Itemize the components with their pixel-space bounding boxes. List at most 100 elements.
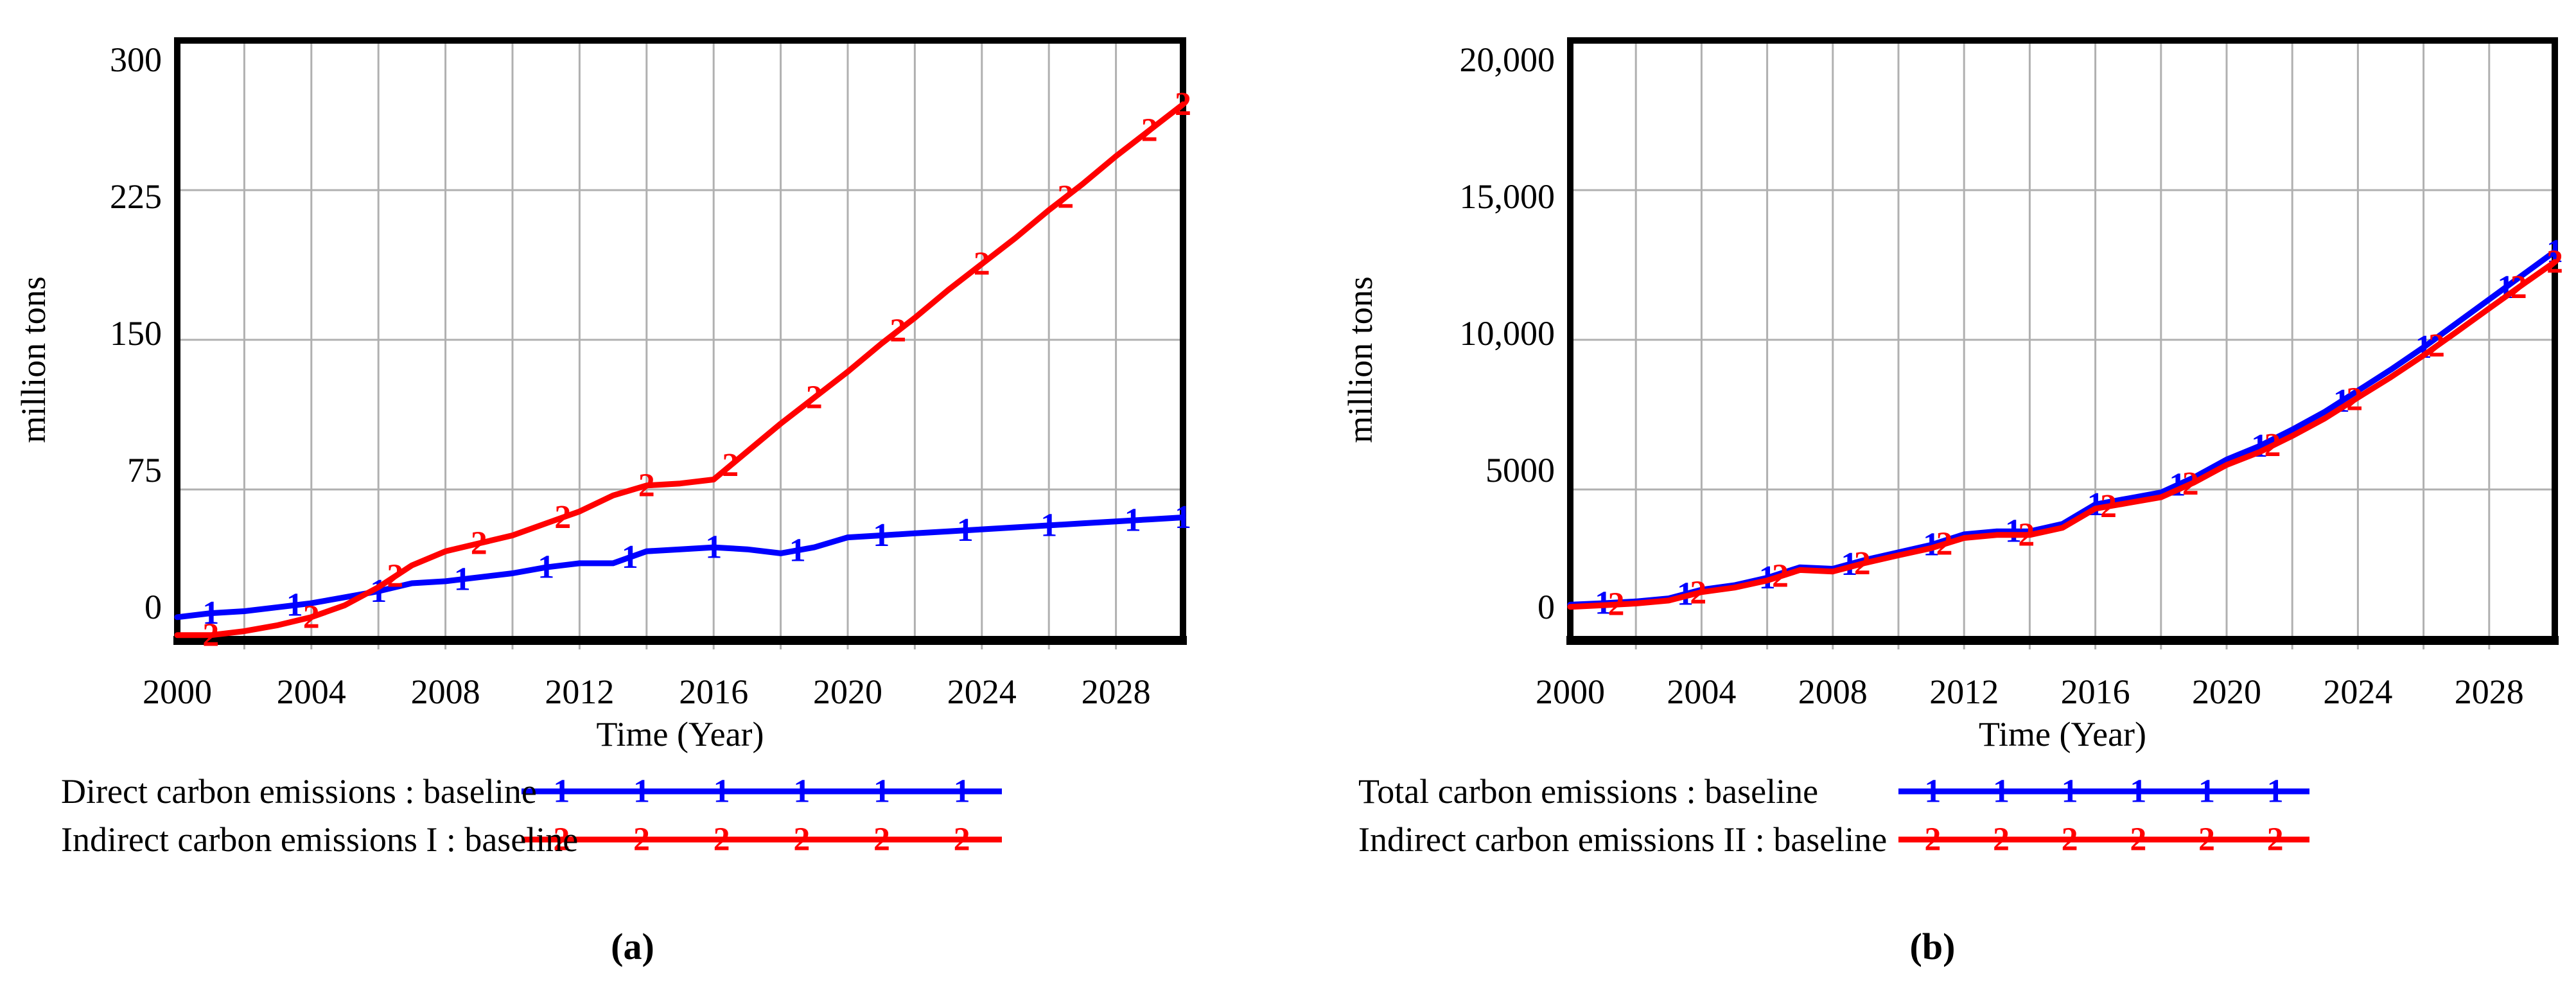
chart-panel-a: 1 1 1 1 1 1 1 1 1 1 1 1 1 2 2 2 2 2 2 2 2 2 2 2 2 2 0 75 150 225 300 20… <box>14 37 1191 967</box>
series-marker-digit-1: 1 <box>957 512 974 549</box>
series-line-1 <box>1567 249 2558 608</box>
legend-marker-digit-1: 1 <box>1993 773 2010 810</box>
legend-marker-digit-1: 1 <box>633 773 650 810</box>
x-tick-label: 2028 <box>2455 673 2524 711</box>
series-marker-digit-1: 1 <box>789 532 806 568</box>
series-marker-digit-1: 1 <box>622 539 638 576</box>
series-marker-digit-2: 2 <box>2100 488 2117 525</box>
x-tick-label: 2028 <box>1082 673 1151 711</box>
series-marker-digit-2: 2 <box>1175 86 1191 123</box>
series-marker-digit-2: 2 <box>554 499 571 536</box>
legend-label-total-emissions: Total carbon emissions : baseline <box>1358 772 1819 811</box>
series-marker-digit-1: 1 <box>1040 507 1057 543</box>
series-marker-digit-2: 2 <box>2018 516 2035 553</box>
series-line-2 <box>174 101 1186 638</box>
y-axis-title-a: million tons <box>14 276 53 443</box>
legend-marker-digit-2: 2 <box>2062 822 2078 858</box>
series-marker-digit-2: 2 <box>2346 382 2363 418</box>
series-marker-digit-2: 2 <box>2428 328 2445 364</box>
legend-marker-digit-1: 1 <box>2130 773 2146 810</box>
x-axis-title-a: Time (Year) <box>596 715 764 753</box>
series-marker-digit-1: 1 <box>705 529 722 566</box>
chart-panel-b: 1 1 1 1 1 1 1 1 1 1 1 1 1 2 2 2 2 2 2 2 2 2 2 2 2 2 0 5000 10,000 15,… <box>1288 0 2576 986</box>
series-marker-digit-2: 2 <box>889 313 906 349</box>
series-marker-digit-2: 2 <box>202 617 219 653</box>
x-axis-title-b: Time (Year) <box>1978 715 2147 753</box>
x-tick-label: 2004 <box>277 673 346 711</box>
legend-marker-digit-1: 1 <box>873 773 890 810</box>
y-tick-label: 75 <box>127 451 162 489</box>
x-tick-label: 2008 <box>1798 673 1868 711</box>
legend-marker-digit-1: 1 <box>553 773 570 810</box>
legend-marker-digit-2: 2 <box>633 822 650 858</box>
series-marker-digit-2: 2 <box>1141 112 1158 148</box>
legend-marker-digit-2: 2 <box>714 822 730 858</box>
legend-label-direct-emissions: Direct carbon emissions : baseline <box>61 772 537 811</box>
x-tick-label: 2012 <box>545 673 614 711</box>
series-marker-digit-1: 1 <box>1125 502 1141 539</box>
series-marker-digit-1: 1 <box>873 517 889 554</box>
series-marker-digit-2: 2 <box>2265 427 2281 464</box>
legend-marker-digit-2: 2 <box>873 822 890 858</box>
legend-marker-digit-1: 1 <box>1924 773 1941 810</box>
series-marker-digit-2: 2 <box>387 558 403 595</box>
series-marker-digit-2: 2 <box>471 525 487 561</box>
series-marker-digit-1: 1 <box>202 595 219 631</box>
caption-a: (a) <box>611 926 654 967</box>
x-tick-label: 2008 <box>411 673 480 711</box>
series-line-2 <box>1567 259 2558 610</box>
series-marker-digit-2: 2 <box>806 380 823 416</box>
legend-label-indirect-emissions-1: Indirect carbon emissions I : baseline <box>61 820 579 859</box>
y-tick-label: 15,000 <box>1460 177 1555 216</box>
y-tick-label: 0 <box>145 588 162 626</box>
y-tick-label: 20,000 <box>1460 40 1555 79</box>
series-marker-digit-2: 2 <box>2546 243 2563 280</box>
series-marker-digit-2: 2 <box>1608 586 1625 623</box>
legend-marker-digit-2: 2 <box>553 822 570 858</box>
x-tick-label: 2004 <box>1667 673 1736 711</box>
series-marker-digit-1: 1 <box>454 561 471 597</box>
legend-marker-digit-2: 2 <box>2130 822 2146 858</box>
legend-marker-digit-2: 2 <box>954 822 970 858</box>
series-line-1 <box>174 515 1186 621</box>
x-tick-label: 2020 <box>813 673 882 711</box>
legend-marker-digit-1: 1 <box>793 773 810 810</box>
legend-marker-digit-1: 1 <box>2198 773 2215 810</box>
x-tick-label: 2016 <box>679 673 748 711</box>
series-marker-digit-1: 1 <box>1175 499 1191 536</box>
legend-marker-digit-1: 1 <box>2267 773 2284 810</box>
legend-marker-digit-1: 1 <box>2062 773 2078 810</box>
y-tick-label: 300 <box>110 40 162 79</box>
x-tick-label: 2024 <box>947 673 1017 711</box>
legend-marker-digit-2: 2 <box>1993 822 2010 858</box>
series-marker-digit-1: 1 <box>2251 428 2268 464</box>
series-marker-digit-1: 1 <box>2005 513 2022 550</box>
y-tick-label: 0 <box>1538 588 1555 626</box>
series-marker-digit-2: 2 <box>722 447 739 484</box>
y-axis-title-b: million tons <box>1341 276 1380 443</box>
series-marker-digit-2: 2 <box>2182 466 2199 502</box>
series-marker-digit-1: 1 <box>538 549 554 586</box>
series-marker-digit-2: 2 <box>2510 269 2527 306</box>
legend-marker-digit-1: 1 <box>714 773 730 810</box>
y-tick-label: 10,000 <box>1460 314 1555 353</box>
x-tick-label: 2000 <box>143 673 212 711</box>
y-tick-label: 150 <box>110 314 162 353</box>
x-tick-label: 2020 <box>2192 673 2261 711</box>
y-tick-label: 225 <box>110 177 162 216</box>
x-tick-label: 2016 <box>2061 673 2130 711</box>
legend-marker-digit-1: 1 <box>954 773 970 810</box>
x-tick-label: 2000 <box>1536 673 1605 711</box>
series-marker-digit-2: 2 <box>1690 575 1706 612</box>
legend-marker-digit-2: 2 <box>2198 822 2215 858</box>
x-tick-label: 2012 <box>1929 673 1999 711</box>
series-marker-digit-2: 2 <box>1936 525 1953 562</box>
series-marker-digit-1: 1 <box>2087 486 2104 523</box>
series-marker-digit-2: 2 <box>1772 558 1789 595</box>
x-tick-label: 2024 <box>2323 673 2392 711</box>
series-marker-digit-2: 2 <box>1854 545 1871 582</box>
chart-a-canvas: 1 1 1 1 1 1 1 1 1 1 1 1 12 22222222222207515022530020… <box>110 37 1191 858</box>
series-marker-digit-2: 2 <box>1057 179 1074 215</box>
